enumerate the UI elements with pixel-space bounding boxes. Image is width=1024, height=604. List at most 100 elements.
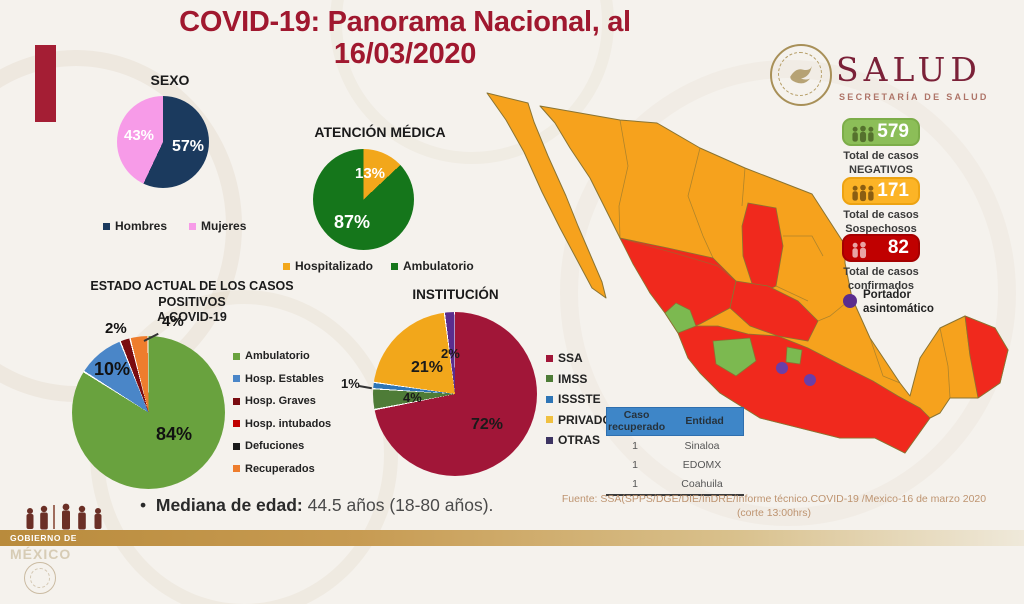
- estado-slice-label-recuperados: 4%: [162, 313, 184, 330]
- legend-label: Hospitalizado: [295, 259, 374, 273]
- legend-item: Mujeres: [189, 219, 246, 233]
- legend-item: Defuciones: [233, 440, 331, 452]
- legend-label: PRIVADOS: [558, 412, 620, 427]
- sexo-pie-chart: [117, 96, 209, 188]
- brand-subtitle: SECRETARÍA DE SALUD: [839, 92, 989, 102]
- table-bottom-rule: [606, 494, 744, 497]
- inst-slice-label-imss: 4%: [403, 390, 422, 405]
- people-icon: [852, 184, 874, 202]
- suspect-cases-badge: 171: [842, 177, 920, 205]
- people-icon: [852, 241, 867, 259]
- confirmed-cases-label: Total de casos confirmados: [843, 266, 919, 292]
- page-title-line1: COVID-19: Panorama Nacional, al: [179, 6, 631, 38]
- suspect-cases-label: Total de casos Sospechosos: [843, 209, 919, 235]
- callout-line: [358, 385, 372, 390]
- legend-item: Recuperados: [233, 463, 331, 475]
- atencion-slice-label-hospitalizado: 13%: [355, 165, 386, 182]
- legend-label: IMSS: [558, 371, 588, 386]
- footer-gold-bar: [0, 530, 1024, 546]
- accent-bar: [35, 45, 56, 122]
- legend-item: SSA: [546, 351, 620, 365]
- privados-swatch-icon: [546, 416, 553, 423]
- inst-slice-label-ssa: 72%: [471, 416, 504, 433]
- legend-item: Hosp. Graves: [233, 395, 331, 407]
- bullet-icon: •: [140, 495, 147, 515]
- legend-label: Recuperados: [245, 462, 315, 475]
- inst-slice-label-privados: 21%: [411, 359, 444, 376]
- negative-cases-label: Total de casos NEGATIVOS: [843, 150, 919, 176]
- legend-item: Hombres: [103, 219, 167, 233]
- legend-label: OTRAS: [558, 433, 600, 447]
- table-row: 1 Coahuila: [632, 477, 723, 490]
- state-borders: [618, 119, 971, 399]
- asymptomatic-legend-dot-icon: [843, 294, 857, 308]
- legend-label: SSA: [558, 351, 583, 365]
- legend-item: PRIVADOS: [546, 413, 620, 427]
- table-header-cell: Entidad: [685, 414, 724, 427]
- recovered-cases-table: Caso recuperado Entidad 1 Sinaloa 1 EDOM…: [606, 407, 744, 497]
- page-title: COVID-19: Panorama Nacional, al 16/03/20…: [105, 6, 705, 71]
- otras-swatch-icon: [546, 436, 553, 444]
- atencion-slice-label-ambulatorio: 87%: [334, 212, 371, 232]
- suspect-cases-value: 171: [877, 180, 909, 201]
- median-age-value: 44.5 años (18-80 años).: [302, 495, 494, 515]
- issste-swatch-icon: [546, 395, 553, 403]
- estado-title-line2: A COVID-19: [157, 310, 227, 325]
- gobierno-text-line2: MÉXICO: [10, 546, 72, 562]
- hosp-intubados-swatch-icon: [233, 420, 240, 427]
- confirmed-cases-badge: 82: [842, 234, 920, 262]
- mexico-map: [486, 92, 1009, 454]
- ambulatorio-swatch-icon: [233, 352, 240, 360]
- legend-label: Hosp. Graves: [245, 395, 316, 407]
- estado-legend: Ambulatorio Hosp. Estables Hosp. Graves …: [233, 350, 331, 475]
- people-icon: [852, 125, 874, 143]
- asymptomatic-dot-icon: [776, 362, 788, 374]
- institucion-legend: SSA IMSS ISSSTE PRIVADOS OTRAS: [546, 351, 620, 447]
- estado-slice-label-estables: 10%: [94, 359, 131, 379]
- salud-seal-icon: [770, 44, 832, 106]
- legend-label: Ambulatorio: [245, 350, 310, 362]
- hosp-graves-swatch-icon: [233, 397, 240, 405]
- legend-item: Ambulatorio: [391, 259, 474, 273]
- legend-item: ISSSTE: [546, 392, 620, 406]
- imss-swatch-icon: [546, 375, 553, 382]
- legend-label: Hombres: [115, 219, 168, 233]
- legend-item: Hosp. Estables: [233, 373, 331, 385]
- sexo-slice-label-hombres: 57%: [172, 138, 205, 155]
- gobierno-text-line1: GOBIERNO DE: [10, 533, 78, 543]
- table-row: 1 Sinaloa: [632, 439, 720, 452]
- gobierno-seal-icon: [24, 562, 56, 594]
- inst-slice-label-issste: 1%: [341, 376, 360, 391]
- gobierno-figures-icon: [26, 503, 102, 530]
- page-title-line2: 16/03/2020: [333, 38, 477, 71]
- atencion-pie-chart: [313, 149, 414, 250]
- table-row: 1 EDOMX: [632, 458, 722, 471]
- legend-item: Ambulatorio: [233, 350, 331, 362]
- table-header-cell: Caso recuperado: [608, 409, 666, 433]
- legend-label: Mujeres: [201, 219, 247, 233]
- sexo-legend: Hombres Mujeres: [103, 219, 246, 233]
- defunciones-swatch-icon: [233, 442, 240, 450]
- hombres-swatch-icon: [103, 222, 110, 230]
- institucion-chart-title: INSTITUCIÓN: [412, 287, 499, 302]
- hosp-estables-swatch-icon: [233, 375, 240, 382]
- legend-item: Hosp. intubados: [233, 418, 331, 430]
- estado-pie-chart: [72, 336, 225, 489]
- legend-label: ISSSTE: [558, 392, 601, 406]
- estado-title-line1: ESTADO ACTUAL DE LOS CASOS POSITIVOS: [90, 279, 294, 309]
- sexo-slice-label-mujeres: 43%: [124, 127, 155, 144]
- ambulatorio-swatch-icon: [391, 262, 399, 270]
- median-age-label: Mediana de edad:: [155, 495, 303, 515]
- negative-cases-value: 579: [877, 121, 909, 142]
- source-note: Fuente: SSA(SPPS/DGE/DIE/InDRE/Informe t…: [561, 493, 987, 520]
- mujeres-swatch-icon: [189, 222, 197, 230]
- negative-cases-badge: 579: [842, 118, 920, 146]
- median-age-note: • Mediana de edad: 44.5 años (18-80 años…: [140, 495, 493, 516]
- legend-item: IMSS: [546, 372, 620, 386]
- confirmed-cases-value: 82: [887, 237, 909, 258]
- brand-name: SALUD: [836, 50, 982, 89]
- asymptomatic-legend-label: Portador asintomático: [863, 289, 934, 316]
- atencion-legend: Hospitalizado Ambulatorio: [283, 259, 474, 273]
- legend-item: OTRAS: [546, 433, 620, 447]
